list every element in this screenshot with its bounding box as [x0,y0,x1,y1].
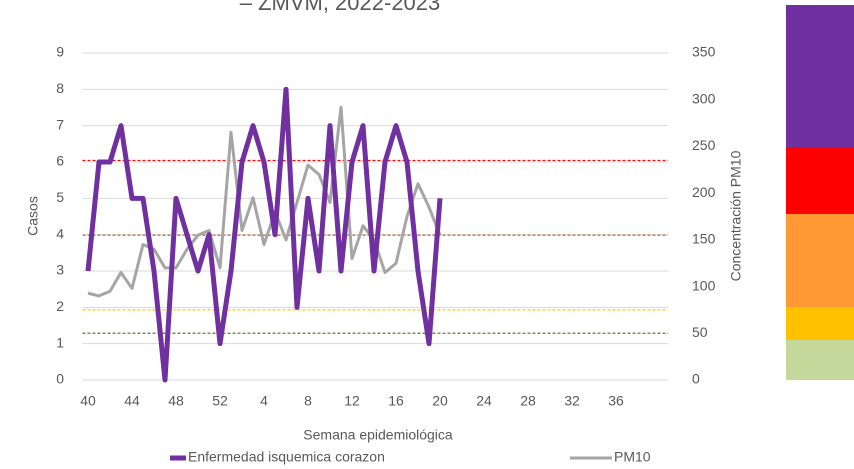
x-tick-label: 20 [432,393,448,409]
x-tick-label: 24 [476,393,492,409]
y-tick-label: 8 [56,80,64,96]
y-tick-label: 2 [56,298,64,314]
x-tick-label: 40 [80,393,96,409]
y2-tick-label: 350 [692,44,716,60]
x-tick-label: 8 [304,393,312,409]
y2-tick-label: 0 [692,371,700,387]
scale-band [786,5,854,147]
y-tick-label: 7 [56,116,64,132]
y2-tick-label: 150 [692,231,716,247]
y2-tick-label: 50 [692,324,708,340]
y2-tick-label: 300 [692,90,716,106]
y-tick-label: 6 [56,153,64,169]
x-axis-label: Semana epidemiológica [303,427,453,443]
y-tick-label: 0 [56,371,64,387]
scale-band [786,340,854,380]
chart-title: – ZMVM, 2022-2023 [240,0,441,15]
y-tick-label: 3 [56,262,64,278]
scale-band [786,307,854,340]
y2-tick-label: 200 [692,184,716,200]
x-tick-label: 16 [388,393,404,409]
line-series [85,86,443,383]
x-tick-label: 52 [212,393,228,409]
x-tick-label: 36 [608,393,624,409]
y-tick-label: 4 [56,225,64,241]
y2-tick-label: 100 [692,277,716,293]
y-tick-label: 5 [56,189,64,205]
legend-label: PM10 [614,449,651,465]
scale-band [786,214,854,307]
y-axis-label: Casos [25,196,41,236]
legend-label: Enfermedad isquemica corazon [188,449,385,465]
x-tick-label: 44 [124,393,140,409]
scale-band [786,147,854,214]
y2-axis-label: Concentración PM10 [728,150,744,281]
color-scale [786,5,854,380]
x-tick-label: 32 [564,393,580,409]
x-tick-label: 48 [168,393,184,409]
x-tick-label: 28 [520,393,536,409]
y-tick-label: 1 [56,334,64,350]
y2-tick-label: 250 [692,137,716,153]
x-tick-label: 4 [260,393,268,409]
line-series [87,105,442,298]
y-tick-label: 9 [56,44,64,60]
x-tick-label: 12 [344,393,360,409]
